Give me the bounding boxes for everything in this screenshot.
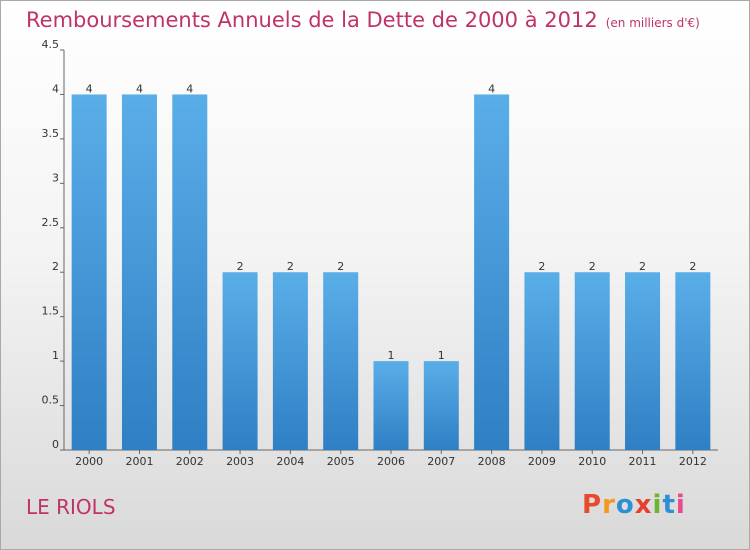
bar [323, 272, 359, 450]
bar [625, 272, 661, 450]
bar-value-label: 4 [136, 82, 143, 95]
x-tick-label: 2009 [528, 455, 556, 468]
bar [373, 361, 409, 450]
bar-value-label: 2 [337, 260, 344, 273]
bar [474, 94, 510, 450]
bar-value-label: 2 [589, 260, 596, 273]
x-tick-label: 2005 [327, 455, 355, 468]
x-tick-label: 2008 [478, 455, 506, 468]
y-tick-label: 3.5 [42, 127, 60, 140]
x-tick-label: 2002 [176, 455, 204, 468]
bar [524, 272, 560, 450]
x-tick-label: 2004 [276, 455, 304, 468]
y-tick-label: 2.5 [42, 216, 60, 229]
bar-value-label: 4 [86, 82, 93, 95]
bar-value-label: 2 [639, 260, 646, 273]
x-tick-label: 2000 [75, 455, 103, 468]
logo-letter: o [615, 490, 635, 520]
x-tick-label: 2011 [629, 455, 657, 468]
commune-name: LE RIOLS [26, 495, 116, 519]
x-tick-label: 2010 [578, 455, 606, 468]
chart-unit-label: (en milliers d'€) [605, 16, 700, 30]
proxiti-logo: Proxiti [582, 490, 686, 520]
x-tick-label: 2006 [377, 455, 405, 468]
y-tick-label: 4 [52, 82, 59, 95]
bar-value-label: 2 [287, 260, 294, 273]
logo-letter: i [652, 490, 663, 520]
bar-value-label: 4 [488, 82, 495, 95]
bar [423, 361, 459, 450]
bar [675, 272, 711, 450]
bar [71, 94, 107, 450]
bars [71, 94, 711, 450]
y-tick-label: 0.5 [42, 394, 60, 407]
logo-letter: r [602, 490, 616, 520]
logo-letter: i [675, 490, 686, 520]
y-tick-label: 1 [52, 349, 59, 362]
bar [172, 94, 208, 450]
y-tick-label: 2 [52, 260, 59, 273]
y-tick-label: 1.5 [42, 305, 60, 318]
bar [272, 272, 308, 450]
logo-letter: P [582, 490, 603, 520]
bar-value-label: 1 [388, 349, 395, 362]
y-tick-label: 3 [52, 171, 59, 184]
x-tick-label: 2007 [427, 455, 455, 468]
bar [222, 272, 258, 450]
y-tick-label: 4.5 [42, 38, 60, 51]
bar [574, 272, 610, 450]
x-tick-label: 2001 [125, 455, 153, 468]
labels: 4 2000 4 2001 4 2002 2 2003 2 2004 2 2005 1 2006 1 2007… [75, 82, 707, 468]
x-tick-label: 2003 [226, 455, 254, 468]
chart-title-text: Remboursements Annuels de la Dette de 20… [26, 8, 598, 32]
logo-letter: t [662, 490, 676, 520]
bar-value-label: 4 [186, 82, 193, 95]
bar-value-label: 2 [538, 260, 545, 273]
y-tick-label: 0 [52, 438, 59, 451]
logo-letter: x [634, 490, 653, 520]
bar-value-label: 2 [689, 260, 696, 273]
chart-title: Remboursements Annuels de la Dette de 20… [26, 8, 700, 32]
bar [121, 94, 157, 450]
bar-value-label: 2 [237, 260, 244, 273]
bar-value-label: 1 [438, 349, 445, 362]
x-tick-label: 2012 [679, 455, 707, 468]
